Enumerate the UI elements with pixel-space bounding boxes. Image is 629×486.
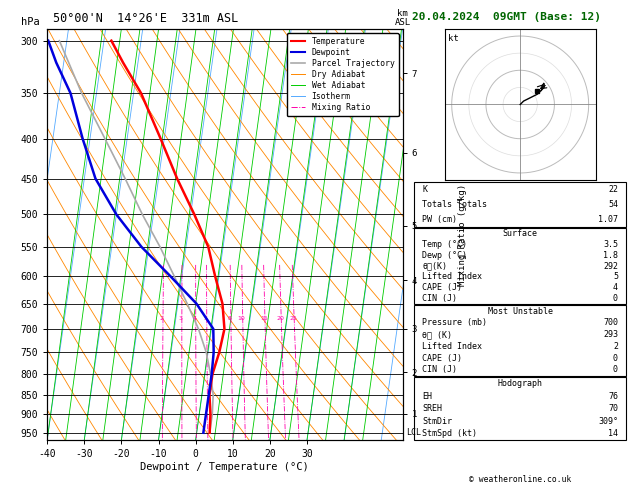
Legend: Temperature, Dewpoint, Parcel Trajectory, Dry Adiabat, Wet Adiabat, Isotherm, Mi: Temperature, Dewpoint, Parcel Trajectory… <box>287 33 399 116</box>
Text: 15: 15 <box>260 315 268 321</box>
Text: 0: 0 <box>613 353 618 363</box>
Text: 25: 25 <box>289 315 297 321</box>
Text: 22: 22 <box>608 185 618 194</box>
Text: EH: EH <box>423 392 432 400</box>
Text: Mixing Ratio (g/kg): Mixing Ratio (g/kg) <box>458 183 467 286</box>
Text: StmSpd (kt): StmSpd (kt) <box>423 430 477 438</box>
Text: 5: 5 <box>613 272 618 281</box>
Text: K: K <box>423 185 427 194</box>
Text: 4: 4 <box>192 315 197 321</box>
Text: CIN (J): CIN (J) <box>423 294 457 303</box>
Text: 2: 2 <box>613 342 618 351</box>
Text: 0: 0 <box>613 294 618 303</box>
Text: 20: 20 <box>276 315 284 321</box>
Text: © weatheronline.co.uk: © weatheronline.co.uk <box>469 474 571 484</box>
Text: 292: 292 <box>603 261 618 271</box>
Text: Dewp (°C): Dewp (°C) <box>423 251 467 260</box>
Text: Lifted Index: Lifted Index <box>423 272 482 281</box>
Text: 0: 0 <box>613 365 618 374</box>
Text: Most Unstable: Most Unstable <box>487 307 553 315</box>
Text: kt: kt <box>448 34 459 43</box>
Text: 76: 76 <box>608 392 618 400</box>
Text: 50°00'N  14°26'E  331m ASL: 50°00'N 14°26'E 331m ASL <box>53 12 239 25</box>
Text: 20.04.2024  09GMT (Base: 12): 20.04.2024 09GMT (Base: 12) <box>412 12 601 22</box>
Text: Surface: Surface <box>503 229 538 238</box>
Text: CAPE (J): CAPE (J) <box>423 283 462 292</box>
Text: PW (cm): PW (cm) <box>423 215 457 224</box>
Text: 70: 70 <box>608 404 618 413</box>
Text: θᴄ (K): θᴄ (K) <box>423 330 452 339</box>
Text: SREH: SREH <box>423 404 442 413</box>
Text: θᴄ(K): θᴄ(K) <box>423 261 447 271</box>
Text: 1.07: 1.07 <box>598 215 618 224</box>
Text: 3: 3 <box>179 315 183 321</box>
Text: hPa: hPa <box>21 17 39 27</box>
Text: 2: 2 <box>160 315 164 321</box>
Text: 54: 54 <box>608 200 618 209</box>
Text: Totals Totals: Totals Totals <box>423 200 487 209</box>
Text: 10: 10 <box>238 315 245 321</box>
Text: 1.8: 1.8 <box>603 251 618 260</box>
Text: 309°: 309° <box>598 417 618 426</box>
Text: StmDir: StmDir <box>423 417 452 426</box>
Text: Temp (°C): Temp (°C) <box>423 240 467 249</box>
Text: km
ASL: km ASL <box>394 9 411 27</box>
X-axis label: Dewpoint / Temperature (°C): Dewpoint / Temperature (°C) <box>140 462 309 471</box>
Text: 5: 5 <box>204 315 208 321</box>
Text: 700: 700 <box>603 318 618 328</box>
Text: 8: 8 <box>228 315 231 321</box>
Text: 293: 293 <box>603 330 618 339</box>
Text: 3.5: 3.5 <box>603 240 618 249</box>
Text: CAPE (J): CAPE (J) <box>423 353 462 363</box>
Text: 4: 4 <box>613 283 618 292</box>
Text: 14: 14 <box>608 430 618 438</box>
Text: Pressure (mb): Pressure (mb) <box>423 318 487 328</box>
Text: CIN (J): CIN (J) <box>423 365 457 374</box>
Text: LCL: LCL <box>406 428 421 437</box>
Text: Lifted Index: Lifted Index <box>423 342 482 351</box>
Text: Hodograph: Hodograph <box>498 379 543 388</box>
